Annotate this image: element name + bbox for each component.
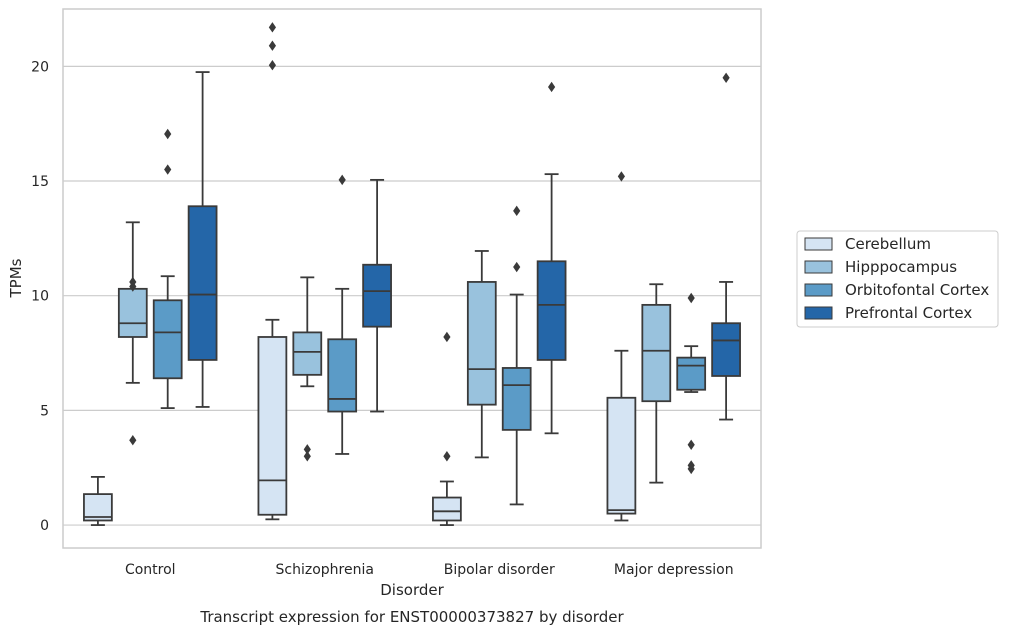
box-prefrontal-cortex [536,81,567,435]
legend: Cerebellum Hipppocampus Orbitofontal Corte… [796,230,999,328]
y-axis-label: TPMs [7,258,25,298]
box-orbitofontal-cortex [501,205,532,506]
box-hipppocampus [466,250,497,459]
outlier-marker [164,164,172,175]
outlier-marker [722,72,730,84]
box-cerebellum [432,331,462,526]
box-hipppocampus [292,276,323,462]
x-tick-label: Major depression [614,562,734,578]
box-cerebellum [606,171,637,522]
box-iqr [83,493,113,522]
box-prefrontal-cortex [711,72,741,421]
outlier-marker [268,59,276,71]
outlier-marker [129,435,137,446]
legend-swatch [804,260,833,274]
outlier-marker [338,174,346,186]
outlier-marker [268,40,276,51]
box-iqr [536,260,567,361]
box-iqr [432,496,462,522]
outlier-marker [443,451,451,462]
legend-swatch [804,237,833,251]
box-cerebellum [83,475,113,526]
plot-frame [62,8,762,549]
outlier-marker [443,331,451,343]
outlier-marker [268,22,276,33]
box-prefrontal-cortex [187,71,218,408]
y-tick-labels: 0 5 10 15 20 [31,59,49,534]
chart-caption: Transcript expression for ENST0000037382… [199,608,624,626]
outlier-marker [687,292,695,304]
x-tick-label: Control [125,562,176,578]
outlier-marker [687,439,695,450]
box-orbitofontal-cortex [327,174,358,455]
box-iqr [257,336,288,516]
box-prefrontal-cortex [362,178,392,413]
legend-label: Prefrontal Cortex [845,304,972,322]
box-iqr [292,331,323,376]
outlier-marker [164,128,172,140]
y-tick-label: 0 [40,518,49,534]
box-cerebellum [257,318,288,521]
x-tick-labels: Control Schizophrenia Bipolar disorder Majo… [125,562,734,578]
legend-label: Hipppocampus [845,258,957,276]
grid-layer [63,65,761,526]
y-tick-label: 15 [31,174,49,190]
box-iqr [676,356,707,391]
box-iqr [187,205,218,361]
box-iqr [606,396,637,515]
outlier-marker [303,444,311,455]
box-iqr [641,303,672,403]
x-axis-label: Disorder [380,581,444,599]
legend-label: Cerebellum [845,235,931,253]
box-iqr [327,338,358,413]
box-orbitofontal-cortex [152,128,183,409]
y-tick-label: 20 [31,59,49,75]
box-iqr [501,367,532,431]
box-iqr [152,299,183,380]
legend-swatch [804,283,833,297]
y-tick-label: 5 [40,403,49,419]
box-orbitofontal-cortex [676,292,707,475]
y-tick-label: 10 [31,289,49,305]
legend-frame [796,230,999,328]
x-tick-label: Bipolar disorder [444,562,555,578]
outlier-marker [129,281,137,292]
outlier-marker [513,261,521,273]
box-hipppocampus [117,221,148,446]
outlier-marker [687,463,695,475]
box-iqr [117,287,148,338]
box-hipppocampus [641,283,672,484]
box-iqr [466,281,497,406]
outlier-marker [303,451,311,462]
outlier-marker [513,205,521,217]
legend-label: Orbitofontal Cortex [845,281,989,299]
boxes-layer [83,22,741,526]
outlier-marker [548,81,556,93]
box-iqr [711,322,741,377]
outlier-marker [617,171,625,182]
legend-swatch [804,306,833,320]
x-tick-label: Schizophrenia [276,562,374,578]
box-iqr [362,263,392,328]
